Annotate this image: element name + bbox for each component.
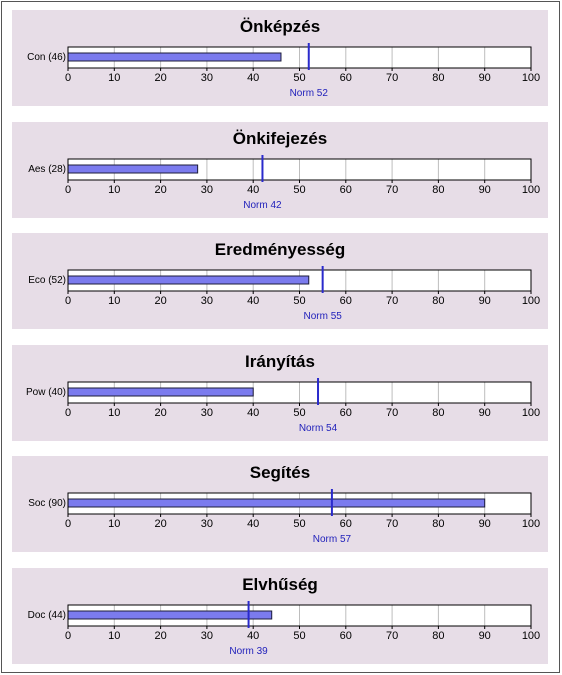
x-tick-label: 100 [522,184,540,196]
chart-title: Önkifejezés [233,129,328,148]
x-tick-label: 100 [522,295,540,307]
x-tick-label: 70 [386,518,398,530]
norm-label: Norm 42 [243,200,282,211]
x-tick-label: 60 [340,630,352,642]
x-tick-label: 10 [108,518,120,530]
x-tick-label: 10 [108,295,120,307]
x-tick-label: 50 [293,518,305,530]
x-tick-label: 80 [432,184,444,196]
category-label: Doc (44) [28,610,66,621]
bar [67,387,254,397]
x-tick-label: 100 [522,72,540,84]
x-tick-label: 50 [293,295,305,307]
category-label: Pow (40) [26,387,66,398]
x-tick-label: 80 [432,295,444,307]
x-tick-label: 60 [340,184,352,196]
x-tick-label: 70 [386,184,398,196]
x-tick-label: 80 [432,630,444,642]
x-tick-label: 20 [154,518,166,530]
x-tick-label: 70 [386,295,398,307]
x-tick-label: 20 [154,407,166,419]
x-tick-label: 20 [154,295,166,307]
chart-panel: Segítés Soc (90) 0 10 20 30 40 50 60 70 80 90 100 Nor… [12,456,548,552]
x-tick-label: 60 [340,295,352,307]
x-tick-label: 40 [247,518,259,530]
x-tick-label: 0 [65,184,71,196]
x-tick-label: 90 [479,518,491,530]
x-tick-label: 30 [201,518,213,530]
x-tick-label: 70 [386,72,398,84]
chart-title: Irányítás [245,352,315,371]
x-tick-label: 0 [65,295,71,307]
x-tick-label: 90 [479,184,491,196]
chart-panel: Eredményesség Eco (52) 0 10 20 30 40 50 60 70 80 90… [12,233,548,329]
bar [67,52,282,62]
chart-panel: Önkifejezés Aes (28) 0 10 20 30 40 50 60 70 80 90 10… [12,122,548,218]
x-tick-label: 30 [201,407,213,419]
x-tick-label: 0 [65,630,71,642]
x-tick-label: 60 [340,407,352,419]
x-tick-label: 90 [479,295,491,307]
x-tick-label: 80 [432,518,444,530]
x-tick-label: 20 [154,630,166,642]
chart-panel: Elvhűség Doc (44) 0 10 20 30 40 50 60 70 80 90 100 No… [12,568,548,664]
x-tick-label: 50 [293,407,305,419]
x-tick-label: 20 [154,72,166,84]
x-tick-label: 30 [201,72,213,84]
x-tick-label: 100 [522,630,540,642]
x-tick-label: 30 [201,184,213,196]
bar [67,164,199,174]
x-tick-label: 10 [108,184,120,196]
x-tick-label: 70 [386,630,398,642]
chart-title: Elvhűség [242,575,318,594]
chart-panel: Önképzés Con (46) 0 10 20 30 40 50 60 70 80 90 100 No… [12,10,548,106]
x-tick-label: 60 [340,72,352,84]
x-tick-label: 60 [340,518,352,530]
x-tick-label: 0 [65,72,71,84]
norm-label: Norm 57 [313,534,352,545]
norm-label: Norm 55 [303,311,342,322]
bar [67,610,273,620]
norm-label: Norm 52 [290,88,329,99]
x-tick-label: 20 [154,184,166,196]
x-tick-label: 80 [432,407,444,419]
x-tick-label: 10 [108,72,120,84]
chart-title: Eredményesség [215,240,345,259]
category-label: Aes (28) [28,164,66,175]
category-label: Soc (90) [28,498,66,509]
x-tick-label: 100 [522,407,540,419]
chart-title: Önképzés [240,17,320,36]
bar [67,498,486,508]
x-tick-label: 40 [247,184,259,196]
x-tick-label: 30 [201,295,213,307]
x-tick-label: 80 [432,72,444,84]
norm-label: Norm 54 [299,423,338,434]
category-label: Eco (52) [28,275,66,286]
x-tick-label: 0 [65,407,71,419]
chart-panel: Irányítás Pow (40) 0 10 20 30 40 50 60 70 80 90 100 N… [12,345,548,441]
x-tick-label: 0 [65,518,71,530]
norm-label: Norm 39 [229,646,268,657]
bar [67,275,310,285]
x-tick-label: 40 [247,72,259,84]
x-tick-label: 50 [293,630,305,642]
x-tick-label: 90 [479,407,491,419]
category-label: Con (46) [27,52,66,63]
x-tick-label: 50 [293,184,305,196]
x-tick-label: 40 [247,407,259,419]
x-tick-label: 10 [108,407,120,419]
x-tick-label: 90 [479,72,491,84]
x-tick-label: 50 [293,72,305,84]
x-tick-label: 30 [201,630,213,642]
x-tick-label: 70 [386,407,398,419]
x-tick-label: 100 [522,518,540,530]
x-tick-label: 40 [247,295,259,307]
chart-title: Segítés [250,463,310,482]
x-tick-label: 90 [479,630,491,642]
x-tick-label: 40 [247,630,259,642]
x-tick-label: 10 [108,630,120,642]
